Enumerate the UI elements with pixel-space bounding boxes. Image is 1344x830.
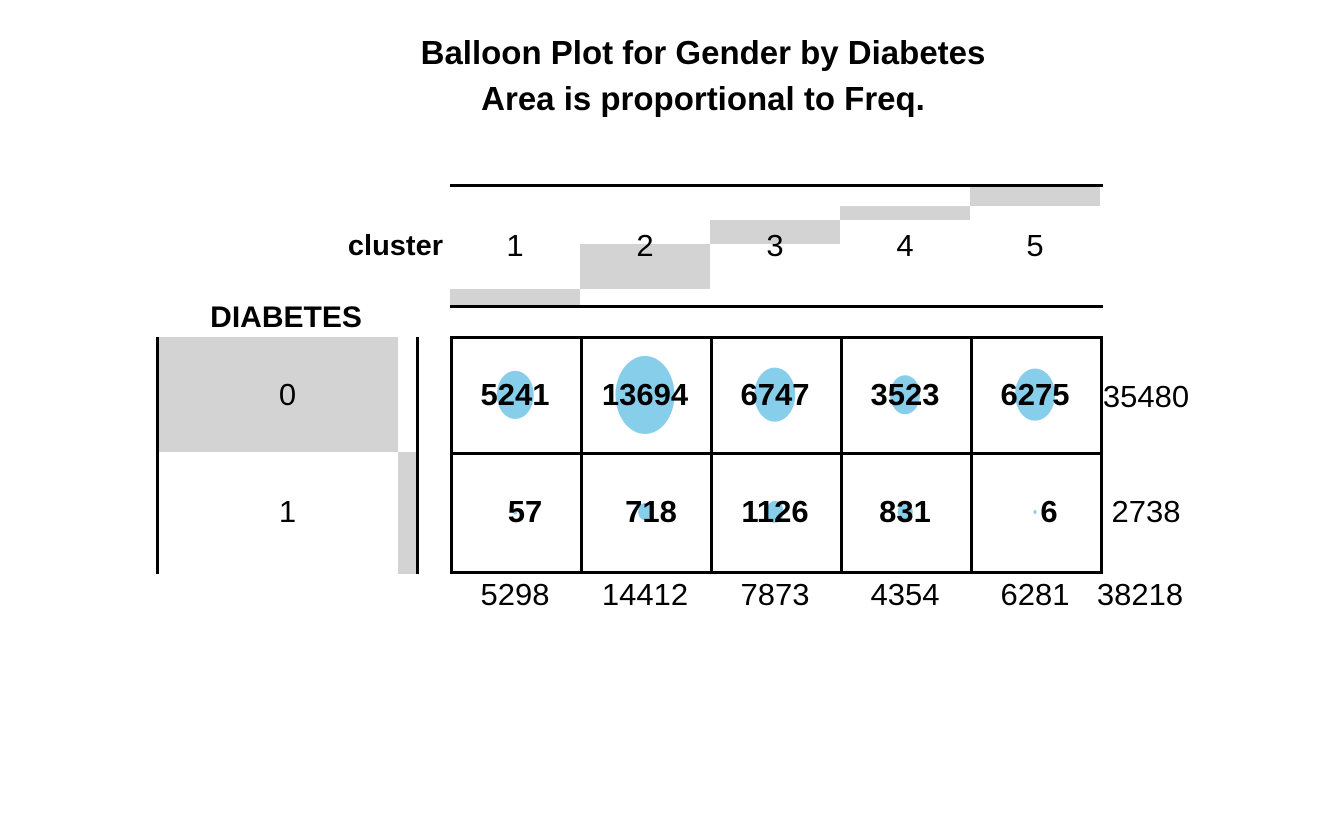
cell-value: 6 (1040, 493, 1058, 529)
column-axis-label: cluster (347, 230, 443, 262)
balloon (890, 374, 920, 415)
row-total-1: 2738 (1111, 494, 1181, 529)
cell-value: 13694 (601, 376, 689, 412)
column-total-3: 7873 (740, 577, 810, 612)
balloon (638, 502, 652, 521)
column-total-4: 4354 (870, 577, 940, 612)
balloon (1033, 509, 1037, 514)
table-grid-line (450, 452, 1103, 455)
balloon (513, 508, 517, 515)
column-label-3: 3 (766, 228, 784, 263)
cell-value: 3523 (870, 376, 940, 412)
balloon (766, 500, 784, 523)
table-cell: 6747 (710, 337, 840, 452)
balloon (897, 501, 913, 522)
column-label-5: 5 (1026, 228, 1044, 263)
column-margin-bar (450, 288, 580, 305)
chart-title: Balloon Plot for Gender by Diabetes Area… (63, 30, 1343, 122)
table-grid-line (580, 336, 583, 574)
row-label-0: 0 (278, 376, 297, 412)
row-axis-label: DIABETES (210, 301, 362, 334)
row-label-1: 1 (278, 493, 297, 529)
column-margin-bar (710, 219, 840, 245)
cell-value: 718 (625, 493, 677, 529)
column-header-bottom-rule (450, 305, 1103, 308)
row-margin-bar (397, 452, 416, 574)
column-header-top-rule (450, 184, 1103, 187)
grand-total: 38218 (1096, 577, 1184, 612)
column-total-5: 6281 (1000, 577, 1070, 612)
table-grid-line (840, 336, 843, 574)
table-cell: 57 (450, 452, 580, 571)
row-header-right-rule (416, 337, 419, 574)
table-grid-line (970, 336, 973, 574)
column-margin-bar (970, 187, 1100, 207)
table-cell: 718 (580, 452, 710, 571)
cell-value: 57 (507, 493, 543, 529)
cell-value: 6747 (740, 376, 810, 412)
cell-value: 1126 (741, 493, 809, 529)
cell-value: 5241 (480, 376, 550, 412)
table-grid-line (710, 336, 713, 574)
table-cell: 3523 (840, 337, 970, 452)
table-cell: 831 (840, 452, 970, 571)
table-cell: 6275 (970, 337, 1100, 452)
chart-title-line1: Balloon Plot for Gender by Diabetes (420, 34, 986, 71)
table-border (450, 336, 1103, 574)
table-cell: 13694 (580, 337, 710, 452)
column-total-2: 14412 (601, 577, 689, 612)
balloon (1015, 368, 1055, 421)
column-margin-bar (580, 244, 710, 289)
table-cell: 5241 (450, 337, 580, 452)
balloon (615, 355, 675, 434)
column-total-1: 5298 (480, 577, 550, 612)
balloon (754, 367, 796, 422)
column-label-1: 1 (506, 228, 524, 263)
column-label-4: 4 (896, 228, 914, 263)
table-cell: 1126 (710, 452, 840, 571)
chart-title-line2: Area is proportional to Freq. (481, 80, 925, 117)
cell-value: 831 (879, 493, 931, 529)
row-margin-bar (159, 337, 398, 452)
column-margin-bar (840, 206, 970, 220)
column-label-2: 2 (636, 228, 654, 263)
cell-value: 6275 (1000, 376, 1070, 412)
balloon (496, 370, 534, 419)
row-total-0: 35480 (1102, 379, 1190, 414)
table-cell: 6 (970, 452, 1100, 571)
row-header-left-rule (156, 337, 159, 574)
